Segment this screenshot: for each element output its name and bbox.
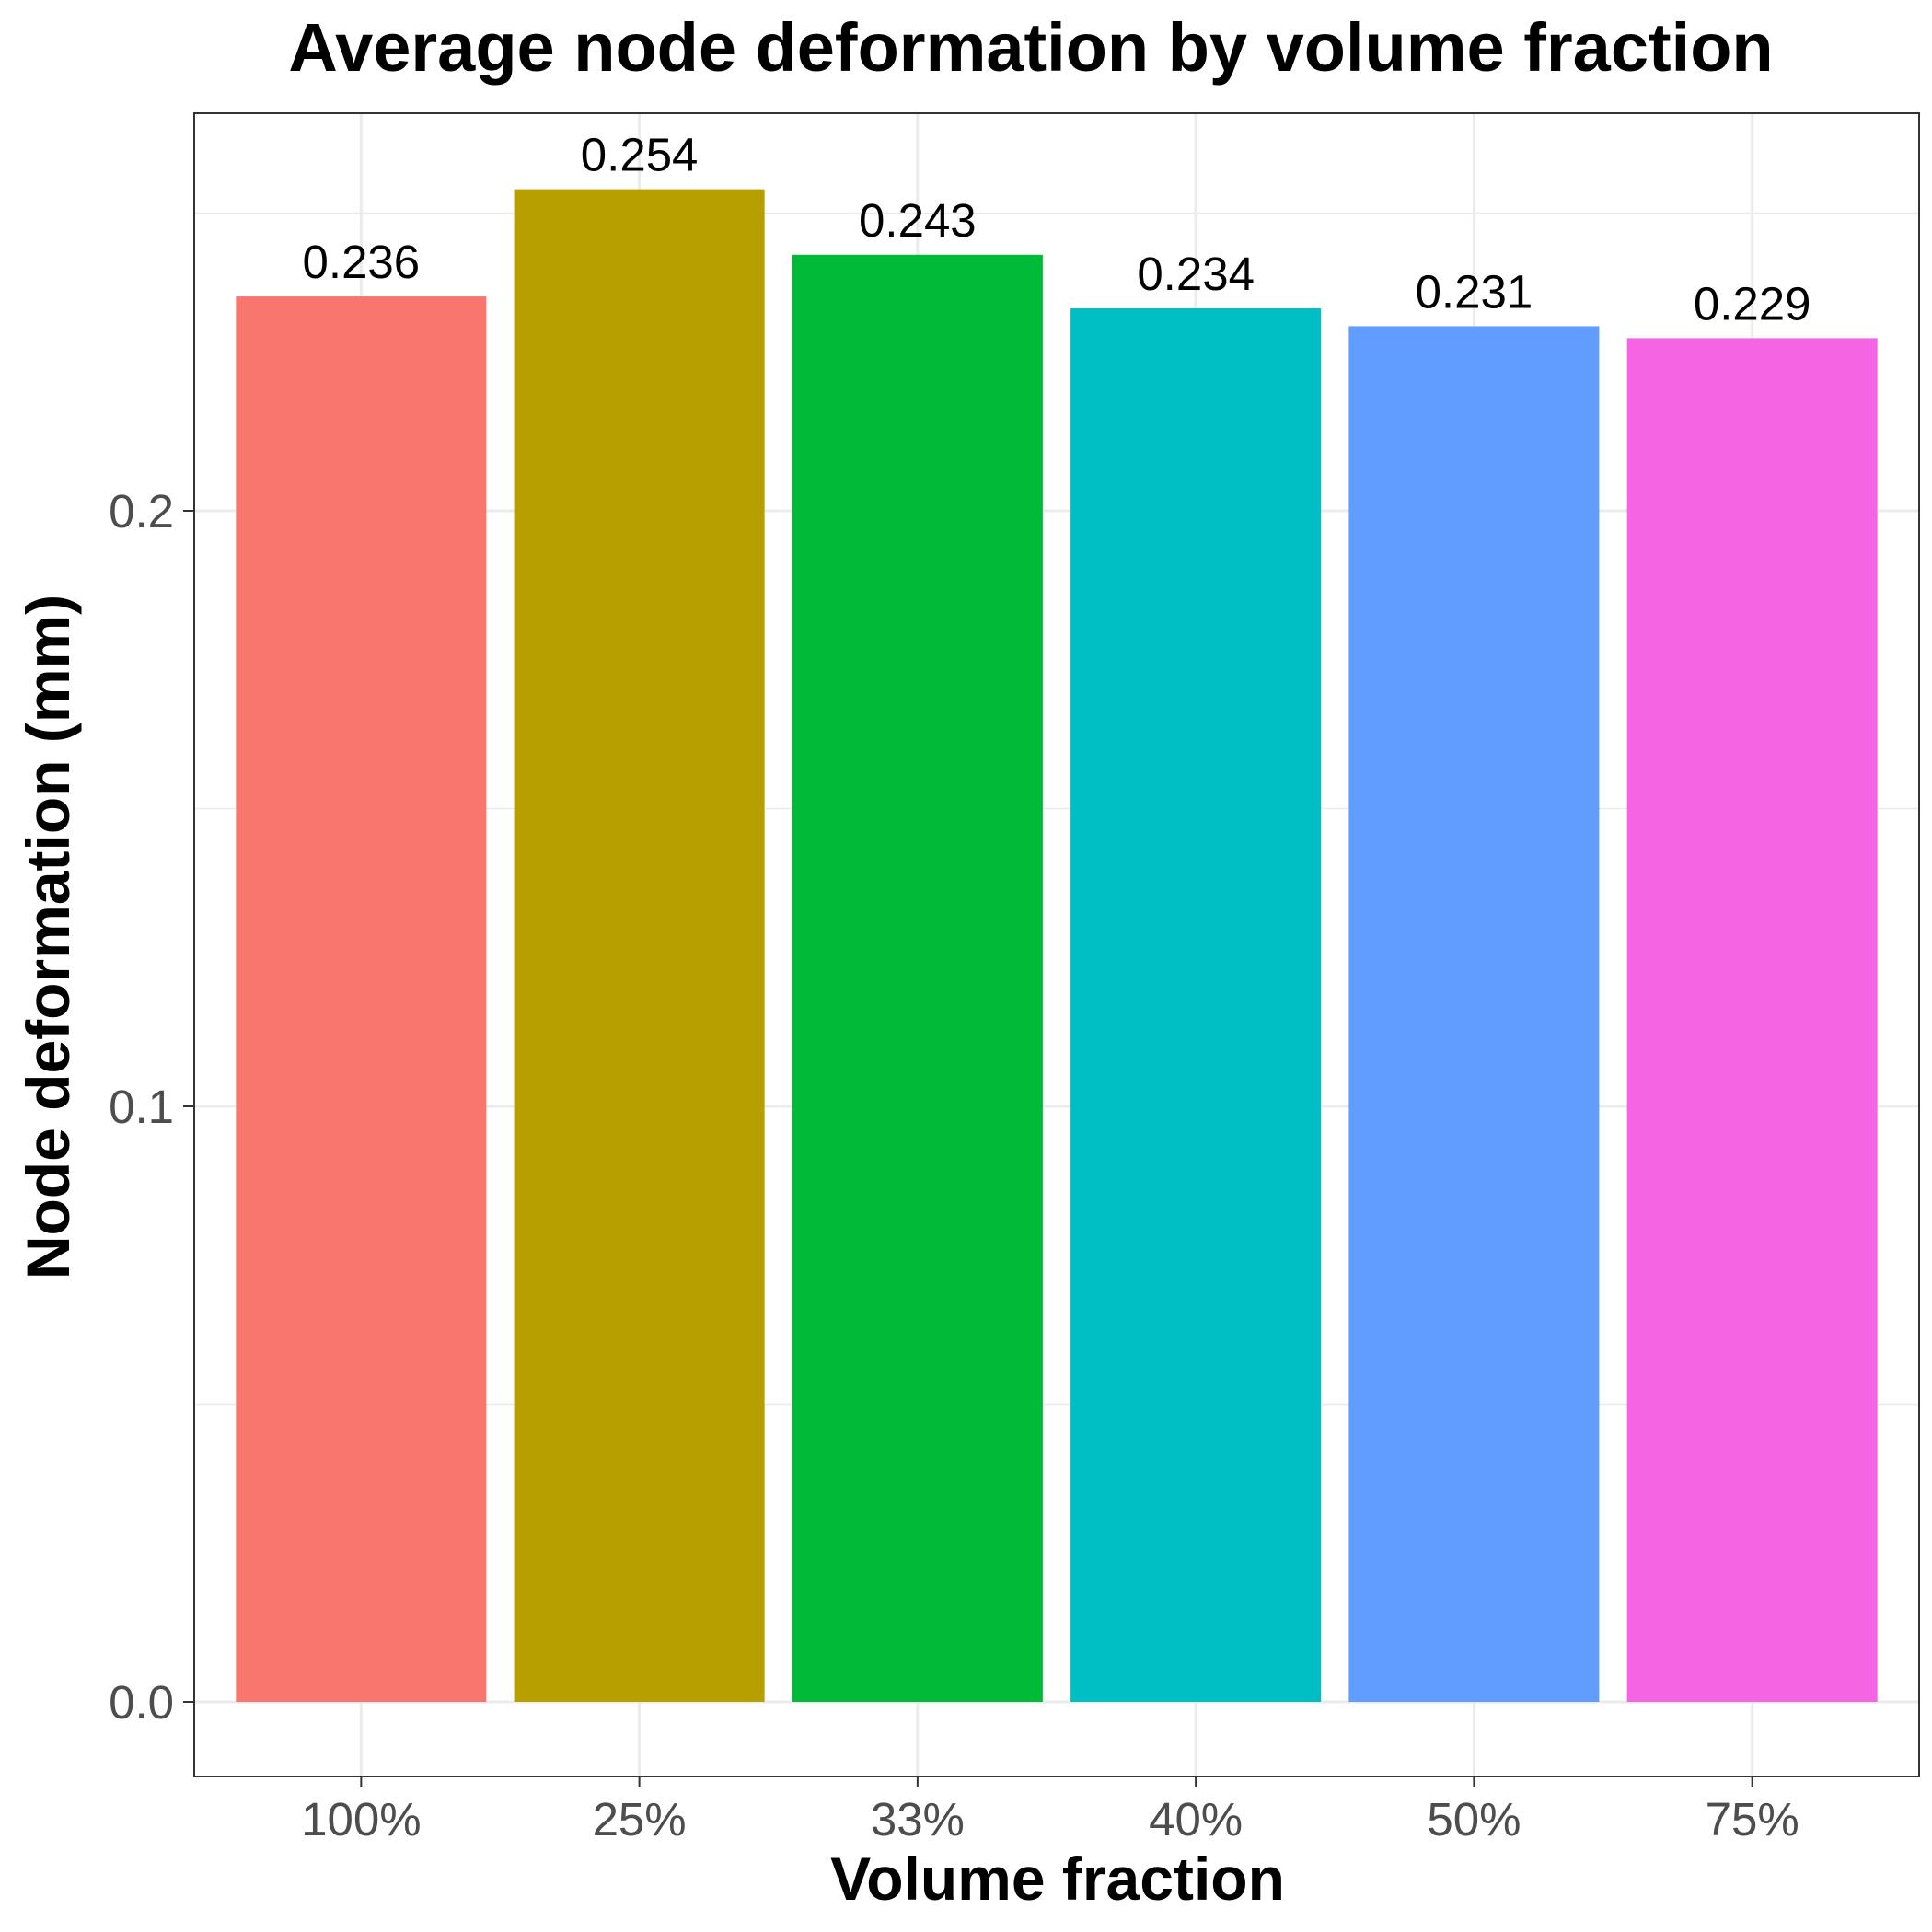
bars: [236, 189, 1878, 1703]
x-tick-label: 100%: [301, 1793, 421, 1845]
y-axis-title: Node deformation (mm): [14, 595, 82, 1279]
chart-title: Average node deformation by volume fract…: [288, 9, 1773, 86]
bar-value-label: 0.229: [1694, 277, 1811, 330]
bar: [236, 296, 487, 1703]
plot-panel-border: [193, 112, 1920, 1777]
x-axis-title: Volume fraction: [830, 1845, 1285, 1913]
x-tick-label: 75%: [1706, 1793, 1799, 1845]
x-tick-label: 33%: [871, 1793, 965, 1845]
bar-value-label: 0.231: [1416, 265, 1533, 318]
bar: [514, 189, 765, 1702]
y-tick-label: 0.2: [109, 485, 174, 538]
bar-value-label: 0.234: [1137, 248, 1255, 300]
bar: [792, 254, 1043, 1702]
bar: [1348, 326, 1600, 1703]
x-axis: 100% 25% 33% 40% 50% 75%: [301, 1776, 1799, 1845]
x-tick-label: 40%: [1149, 1793, 1243, 1845]
x-tick-label: 25%: [593, 1793, 687, 1845]
bar-value-label: 0.243: [859, 194, 977, 247]
data-labels: 0.236 0.254 0.243 0.234 0.231 0.229: [303, 129, 1811, 330]
y-axis: 0.0 0.1 0.2: [109, 485, 194, 1729]
bar: [1626, 338, 1878, 1702]
y-tick-label: 0.0: [109, 1676, 174, 1729]
bar-value-label: 0.254: [581, 129, 699, 181]
bar: [1070, 308, 1322, 1702]
bar-value-label: 0.236: [303, 236, 421, 288]
x-tick-label: 50%: [1427, 1793, 1521, 1845]
y-tick-label: 0.1: [109, 1081, 174, 1133]
